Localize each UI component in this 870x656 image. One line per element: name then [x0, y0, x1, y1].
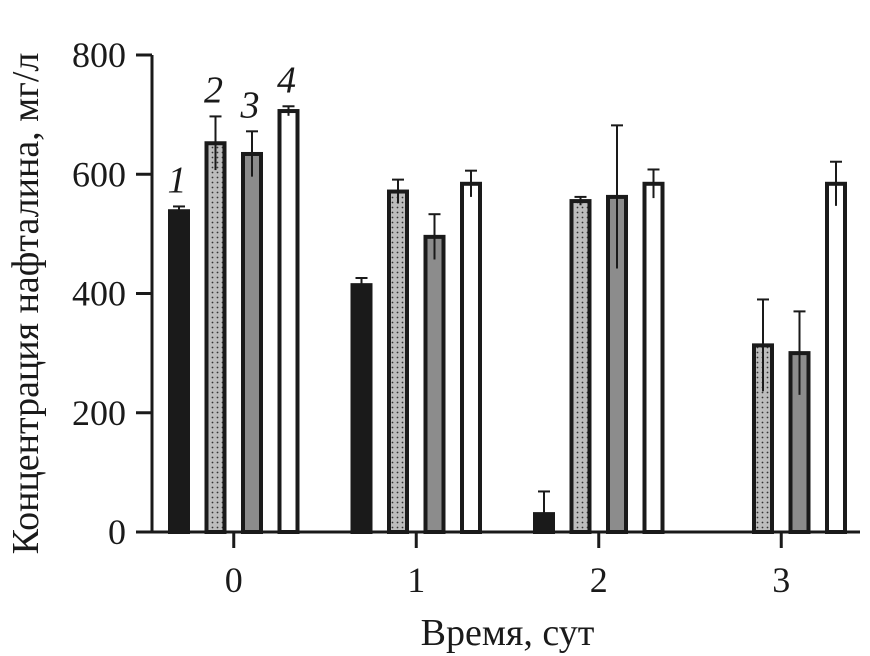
- bar: [241, 151, 263, 534]
- bar: [168, 209, 190, 534]
- series-label: 4: [277, 59, 296, 101]
- bar: [642, 181, 665, 534]
- series-label: 3: [240, 84, 260, 126]
- bar: [277, 109, 300, 535]
- series-label: 1: [168, 159, 187, 201]
- bar: [460, 181, 482, 534]
- x-tick-label: 1: [407, 560, 425, 600]
- y-tick-label: 800: [72, 35, 126, 75]
- x-tick-label: 0: [225, 560, 243, 600]
- bar: [350, 283, 373, 534]
- y-tick-label: 200: [72, 393, 126, 433]
- bar: [825, 181, 847, 534]
- x-tick-label: 2: [590, 560, 608, 600]
- bar: [569, 199, 592, 535]
- x-tick-label: 3: [772, 560, 790, 600]
- x-axis: 0 1 2 3: [152, 530, 860, 600]
- y-axis: 0 200 400 600 800: [72, 35, 154, 552]
- bar: [387, 189, 409, 534]
- y-tick-label: 400: [72, 274, 126, 314]
- x-axis-title: Время, сут: [421, 612, 595, 654]
- y-tick-label: 600: [72, 154, 126, 194]
- bar: [423, 234, 446, 534]
- series-labels: 1 2 34: [168, 59, 297, 201]
- y-axis-title: Концентрация нафталина, мг/л: [5, 53, 47, 555]
- bar: [204, 141, 227, 534]
- y-tick-label: 0: [108, 512, 126, 552]
- bars: [168, 105, 847, 535]
- series-label: 2: [204, 69, 223, 111]
